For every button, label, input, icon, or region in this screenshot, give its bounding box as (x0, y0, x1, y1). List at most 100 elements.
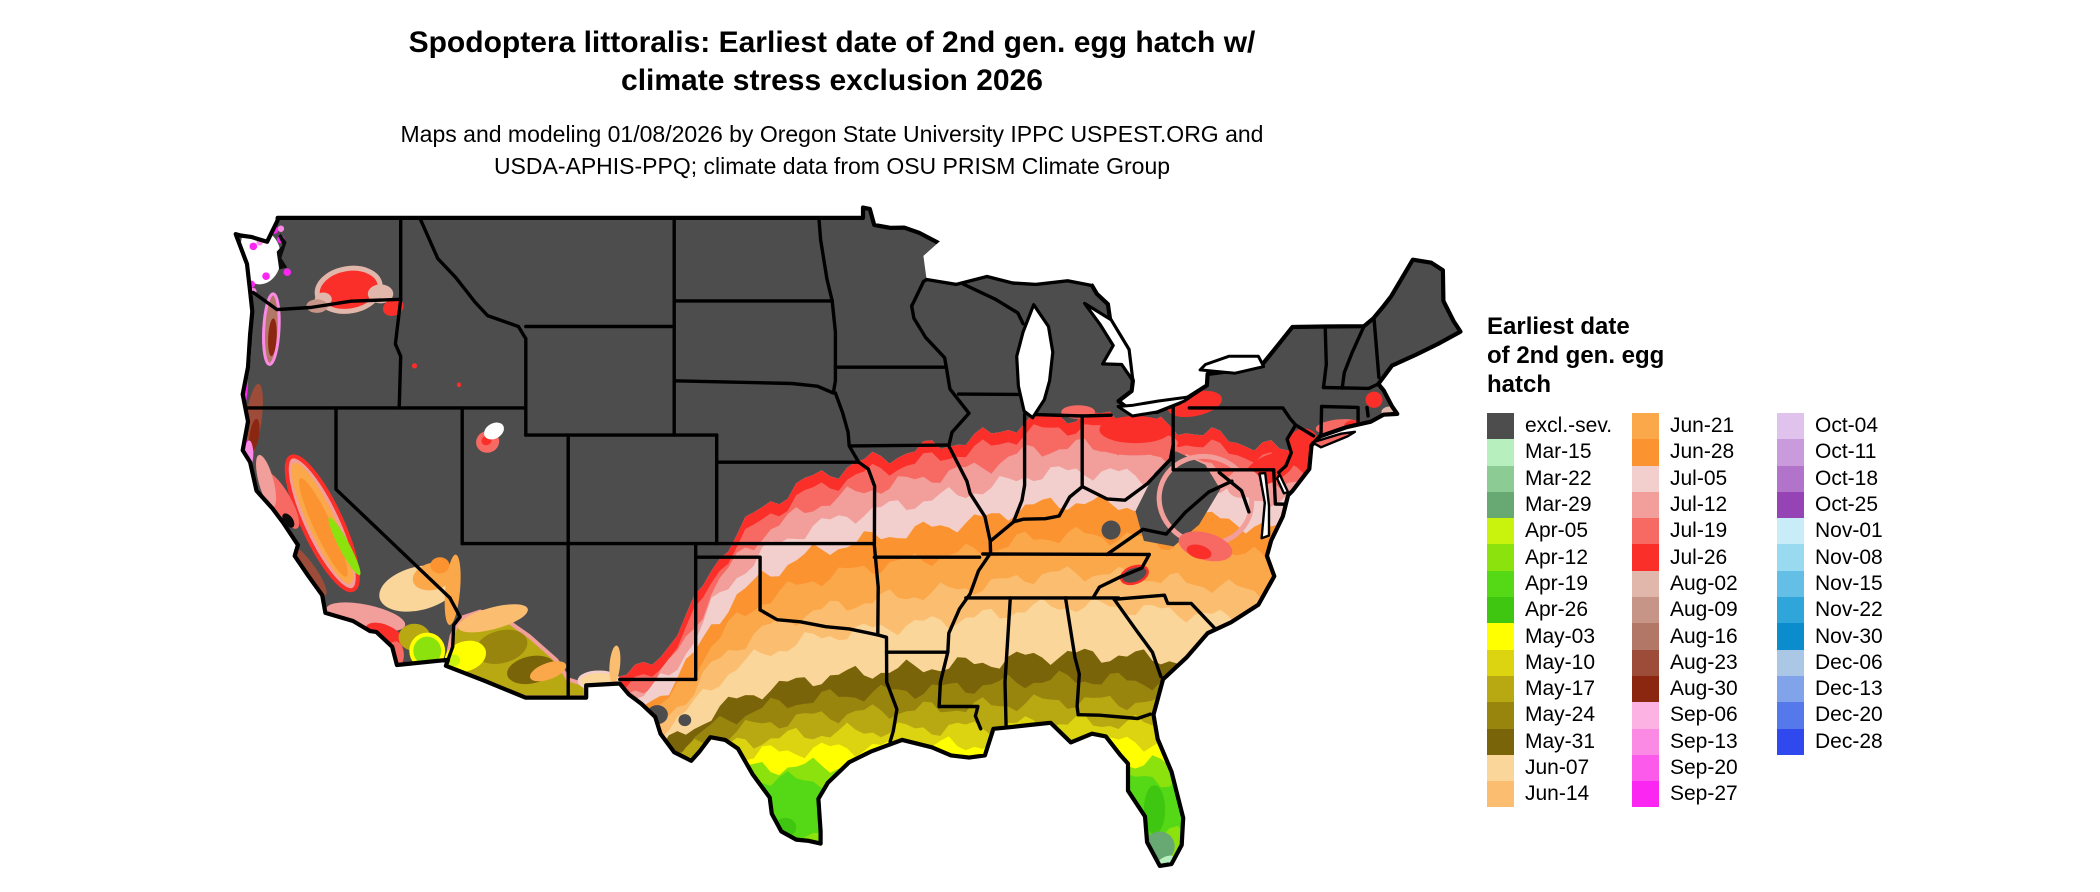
legend-item: excl.-sev. (1487, 413, 1632, 440)
legend-item-label: Aug-23 (1670, 650, 1738, 674)
legend-swatch (1777, 597, 1804, 624)
map-colored-patch (475, 629, 528, 664)
map-colored-patch (529, 661, 567, 682)
band-May-10 (235, 714, 1461, 866)
legend-item: Oct-18 (1777, 465, 1922, 492)
map-colored-patch (458, 604, 528, 633)
legend-item: Sep-27 (1632, 781, 1777, 808)
legend-item-label: Nov-15 (1815, 571, 1883, 595)
map-colored-patch (298, 478, 348, 577)
legend-item-label: Sep-27 (1670, 782, 1738, 806)
legend-item: Jul-19 (1632, 518, 1777, 545)
legend-item: Jun-21 (1632, 413, 1777, 440)
legend-item: Oct-04 (1777, 413, 1922, 440)
legend-swatch (1487, 623, 1514, 650)
state-border (833, 391, 861, 464)
state-border (1321, 382, 1381, 391)
legend-columns: excl.-sev. Mar-15 Mar-22 Mar-29 Apr-05 Apr-12… (1487, 413, 2047, 808)
state-border (1319, 404, 1324, 437)
legend-item: Aug-09 (1632, 597, 1777, 624)
legend-swatch (1777, 570, 1804, 598)
state-border (830, 299, 948, 369)
legend-item-label: Sep-20 (1670, 756, 1738, 779)
legend-title-line: of 2nd gen. egg (1487, 342, 1665, 369)
band-Mar-29 (235, 852, 1461, 866)
legend-item: Nov-08 (1777, 544, 1922, 571)
state-border (334, 406, 452, 600)
lake-superior (923, 231, 1092, 286)
legend-item: Jul-26 (1632, 544, 1777, 571)
legend-swatch (1632, 413, 1659, 440)
legend-item-label: Dec-20 (1815, 703, 1883, 727)
chesapeake-bay (1258, 471, 1271, 540)
map-colored-patch (283, 268, 292, 276)
state-border (937, 704, 983, 731)
legend-swatch (1632, 439, 1659, 466)
legend-item-label: Apr-12 (1525, 545, 1589, 569)
state-border (981, 552, 1151, 557)
state-border (1076, 712, 1153, 721)
map-colored-patch (328, 517, 361, 576)
page-title: Spodoptera littoralis: Earliest date of … (232, 24, 1432, 100)
legend-swatch (1777, 465, 1804, 492)
state-borders-layer (240, 216, 1381, 744)
legend-item: Mar-15 (1487, 439, 1632, 466)
legend-item-label: Jul-05 (1670, 466, 1728, 490)
map-colored-patch (249, 418, 260, 452)
legend-swatch (1777, 623, 1804, 650)
legend-item: May-03 (1487, 623, 1632, 650)
lake-superior-shore (924, 274, 1094, 288)
state-border (876, 633, 899, 744)
legend-item-label: Jul-12 (1670, 493, 1728, 517)
legend-swatch (1777, 675, 1804, 703)
legend-item-label: Mar-29 (1525, 493, 1592, 517)
legend-item-label: Apr-26 (1525, 598, 1589, 622)
legend-swatch (1777, 491, 1804, 519)
lake-ontario (1198, 354, 1266, 375)
legend-item: Dec-28 (1777, 728, 1922, 755)
state-border (857, 460, 877, 546)
legend-swatch (1487, 491, 1514, 519)
legend-item-label: Sep-06 (1670, 703, 1738, 727)
legend-swatch (1632, 544, 1659, 571)
legend-item-label: Jul-19 (1670, 519, 1728, 543)
legend-item: Dec-06 (1777, 649, 1922, 676)
legend-item: Oct-25 (1777, 491, 1922, 519)
map-fill-layer (235, 207, 1461, 866)
legend-item: Nov-15 (1777, 570, 1922, 598)
band-Apr-12 (235, 824, 1461, 866)
map-colored-patch (262, 272, 270, 281)
subtitle-line-2: USDA-APHIS-PPQ; climate data from OSU PR… (493, 153, 1171, 179)
legend-item-label: Mar-15 (1525, 440, 1592, 464)
state-border (961, 282, 1025, 326)
legend-item-label: Mar-22 (1525, 466, 1592, 490)
state-border (1091, 552, 1151, 600)
map-legend: Earliest date of 2nd gen. egg hatch excl.-… (1487, 312, 2047, 808)
map-colored-patch (411, 363, 418, 369)
state-border (1063, 596, 1082, 717)
state-border (848, 443, 949, 448)
legend-swatch (1777, 518, 1804, 545)
legend-item-label: Oct-11 (1815, 440, 1877, 464)
legend-item-label: May-17 (1525, 677, 1596, 701)
map-colored-patch (456, 382, 462, 388)
legend-swatch (1777, 439, 1804, 466)
legend-title: Earliest date of 2nd gen. egg hatch (1487, 312, 2047, 399)
map-colored-patch (1099, 416, 1172, 444)
legend-swatch (1487, 597, 1514, 624)
legend-swatch (1487, 413, 1514, 440)
lake-michigan (1015, 303, 1055, 420)
map-colored-patch (249, 242, 258, 251)
legend-item-label: Apr-19 (1525, 571, 1589, 595)
legend-item-label: Nov-08 (1815, 545, 1883, 569)
band-Apr-12 (235, 754, 1461, 866)
legend-swatch (1777, 413, 1804, 440)
legend-swatch (1632, 465, 1659, 492)
legend-item-label: Jun-07 (1525, 756, 1590, 779)
legend-item: Jun-28 (1632, 439, 1777, 466)
state-border (1372, 316, 1381, 380)
legend-item: May-24 (1487, 702, 1632, 729)
legend-item: Oct-11 (1777, 439, 1922, 466)
delaware-bay (1275, 473, 1290, 495)
